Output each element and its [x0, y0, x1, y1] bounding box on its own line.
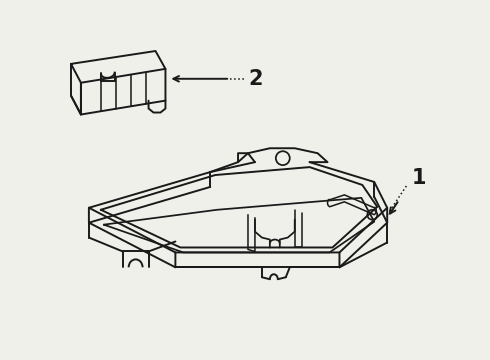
- Text: 1: 1: [412, 168, 427, 188]
- Text: 2: 2: [248, 69, 263, 89]
